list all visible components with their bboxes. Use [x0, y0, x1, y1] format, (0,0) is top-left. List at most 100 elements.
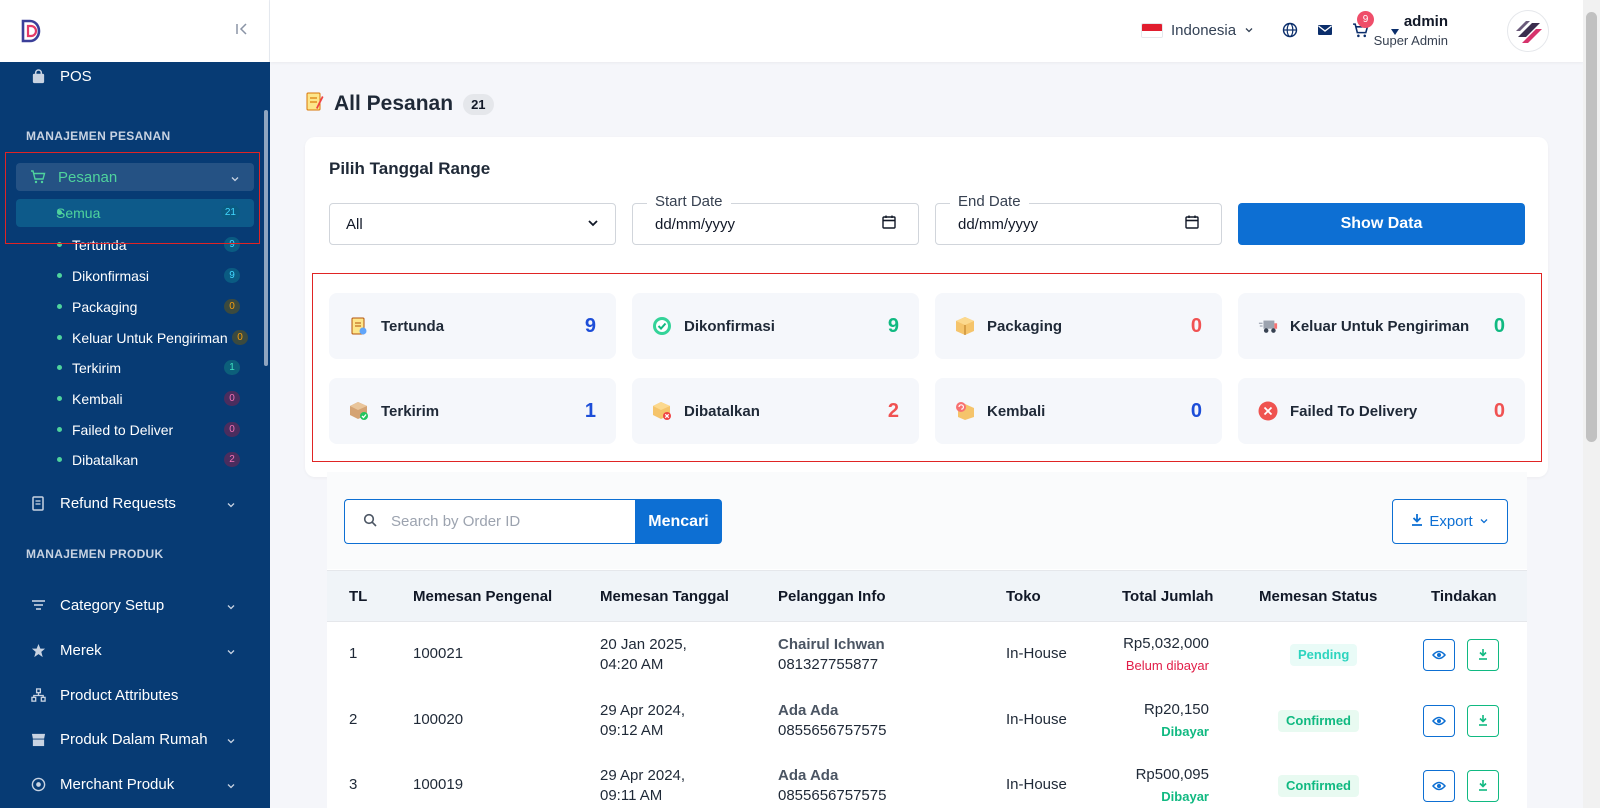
- top-header: Indonesia 9 admin Super Admin: [270, 0, 1583, 62]
- sidebar-scrollbar[interactable]: [264, 110, 268, 366]
- stat-tile-out-for-delivery[interactable]: Keluar Untuk Pengiriman 0: [1238, 293, 1525, 359]
- stat-value: 9: [887, 314, 899, 337]
- stat-value: 1: [584, 399, 596, 422]
- search-button[interactable]: Mencari: [635, 499, 722, 544]
- sidebar-subitem-failed[interactable]: Failed to Deliver 0: [0, 414, 270, 445]
- sidebar-item-merchant-products[interactable]: Merchant Produk: [0, 763, 270, 805]
- mail-icon[interactable]: [1317, 22, 1335, 40]
- scrollbar-thumb[interactable]: [1586, 12, 1597, 442]
- confirmed-icon: [652, 316, 672, 336]
- sidebar-subitem-confirmed[interactable]: Dikonfirmasi 9: [0, 260, 270, 291]
- download-invoice-button[interactable]: [1467, 705, 1499, 737]
- search-input[interactable]: Search by Order ID: [344, 499, 635, 544]
- bullet: [57, 335, 62, 340]
- column-header: Memesan Status: [1259, 588, 1378, 605]
- bullet: [57, 457, 62, 462]
- search-placeholder: Search by Order ID: [391, 513, 521, 530]
- page-title: All Pesanan 21: [304, 90, 494, 118]
- search-icon: [363, 513, 377, 531]
- eye-icon: [1432, 778, 1446, 795]
- sidebar-item-product-attributes[interactable]: Product Attributes: [0, 674, 270, 716]
- sidebar-subitem-all[interactable]: Semua 21: [16, 199, 254, 227]
- cell-order-id[interactable]: 100021: [413, 645, 464, 662]
- canceled-icon: [652, 401, 672, 421]
- sidebar-item-label: POS: [60, 67, 92, 85]
- table-row[interactable]: 2 100020 29 Apr 2024, 09:12 AM Ada Ada 0…: [327, 688, 1527, 754]
- end-date-label: End Date: [950, 193, 1029, 210]
- cell-order-id[interactable]: 100019: [413, 776, 464, 793]
- download-invoice-button[interactable]: [1467, 639, 1499, 671]
- show-data-button[interactable]: Show Data: [1238, 203, 1525, 245]
- sidebar-subitem-pending[interactable]: Tertunda 9: [0, 229, 270, 260]
- sidebar-subitem-delivered[interactable]: Terkirim 1: [0, 352, 270, 383]
- caret-down-icon[interactable]: [1390, 24, 1408, 42]
- cell-store: In-House: [1006, 776, 1067, 793]
- sidebar-item-inhouse-products[interactable]: Produk Dalam Rumah: [0, 718, 270, 760]
- stat-tile-failed[interactable]: Failed To Delivery 0: [1238, 378, 1525, 444]
- bullet: [57, 365, 62, 370]
- sidebar: POS MANAJEMEN PESANAN Pesanan Semua 21 T…: [0, 0, 270, 808]
- download-invoice-button[interactable]: [1467, 770, 1499, 802]
- order-type-select[interactable]: All: [329, 203, 616, 245]
- start-date-field[interactable]: Start Date dd/mm/yyyy: [632, 193, 919, 245]
- sidebar-item-refund-requests[interactable]: Refund Requests: [0, 482, 270, 524]
- globe-icon[interactable]: [1282, 22, 1300, 40]
- stat-tile-pending[interactable]: Tertunda 9: [329, 293, 616, 359]
- table-row[interactable]: 3 100019 29 Apr 2024, 09:11 AM Ada Ada 0…: [327, 753, 1527, 808]
- sidebar-item-pos[interactable]: POS: [0, 55, 270, 97]
- sidebar-subitem-canceled[interactable]: Dibatalkan 2: [0, 444, 270, 475]
- stat-tile-confirmed[interactable]: Dikonfirmasi 9: [632, 293, 919, 359]
- user-name[interactable]: admin: [1403, 13, 1448, 30]
- stat-value: 0: [1493, 314, 1505, 337]
- end-date-field[interactable]: End Date dd/mm/yyyy: [935, 193, 1222, 245]
- shopping-bag-icon: [30, 68, 46, 84]
- cell-total: Rp20,150: [1143, 701, 1209, 718]
- bullet: [57, 396, 62, 401]
- view-order-button[interactable]: [1423, 770, 1455, 802]
- section-title-products: MANAJEMEN PRODUK: [26, 547, 164, 561]
- brand-logo[interactable]: [20, 19, 42, 43]
- sidebar-item-orders[interactable]: Pesanan: [16, 163, 254, 191]
- table-row[interactable]: 1 100021 20 Jan 2025, 04:20 AM Chairul I…: [327, 622, 1527, 688]
- sidebar-item-label: Category Setup: [60, 596, 165, 614]
- cell-time: 09:12 AM: [600, 722, 664, 739]
- view-order-button[interactable]: [1423, 639, 1455, 671]
- view-order-button[interactable]: [1423, 705, 1455, 737]
- user-role: Super Admin: [1373, 33, 1448, 48]
- stat-tile-delivered[interactable]: Terkirim 1: [329, 378, 616, 444]
- sidebar-subitem-packaging[interactable]: Packaging 0: [0, 291, 270, 322]
- date-placeholder: dd/mm/yyyy: [655, 215, 736, 233]
- status-badge: Confirmed: [1278, 775, 1359, 797]
- stat-label: Tertunda: [381, 317, 445, 335]
- package-icon: [955, 316, 975, 336]
- sidebar-subitem-out-for-delivery[interactable]: Keluar Untuk Pengiriman 0: [0, 322, 270, 353]
- cell-order-id[interactable]: 100020: [413, 711, 464, 728]
- count-badge: 0: [232, 330, 248, 345]
- status-badge: Confirmed: [1278, 710, 1359, 732]
- avatar[interactable]: [1507, 10, 1549, 52]
- payment-status: Dibayar: [1161, 724, 1209, 739]
- sidebar-item-category-setup[interactable]: Category Setup: [0, 584, 270, 626]
- stat-tile-packaging[interactable]: Packaging 0: [935, 293, 1222, 359]
- bullet: [57, 427, 62, 432]
- pending-icon: [349, 316, 369, 336]
- cell-date: 29 Apr 2024,: [600, 702, 686, 719]
- subitem-label: Kembali: [72, 390, 123, 407]
- calendar-icon[interactable]: [1185, 215, 1199, 233]
- store-icon: [30, 731, 46, 747]
- stat-tile-canceled[interactable]: Dibatalkan 2: [632, 378, 919, 444]
- sidebar-item-brand[interactable]: Merek: [0, 629, 270, 671]
- chevron-down-icon: [226, 497, 236, 514]
- export-button[interactable]: Export: [1392, 499, 1508, 544]
- stat-value: 9: [584, 314, 596, 337]
- payment-status: Dibayar: [1161, 789, 1209, 804]
- hierarchy-icon: [30, 687, 46, 703]
- sidebar-subitem-returned[interactable]: Kembali 0: [0, 383, 270, 414]
- language-selector[interactable]: Indonesia: [1141, 22, 1254, 39]
- collapse-sidebar-icon[interactable]: [235, 22, 249, 41]
- bullet: [57, 273, 62, 278]
- stat-tile-returned[interactable]: Kembali 0: [935, 378, 1222, 444]
- page-scrollbar[interactable]: [1583, 0, 1600, 808]
- calendar-icon[interactable]: [882, 215, 896, 233]
- payment-status: Belum dibayar: [1125, 658, 1209, 673]
